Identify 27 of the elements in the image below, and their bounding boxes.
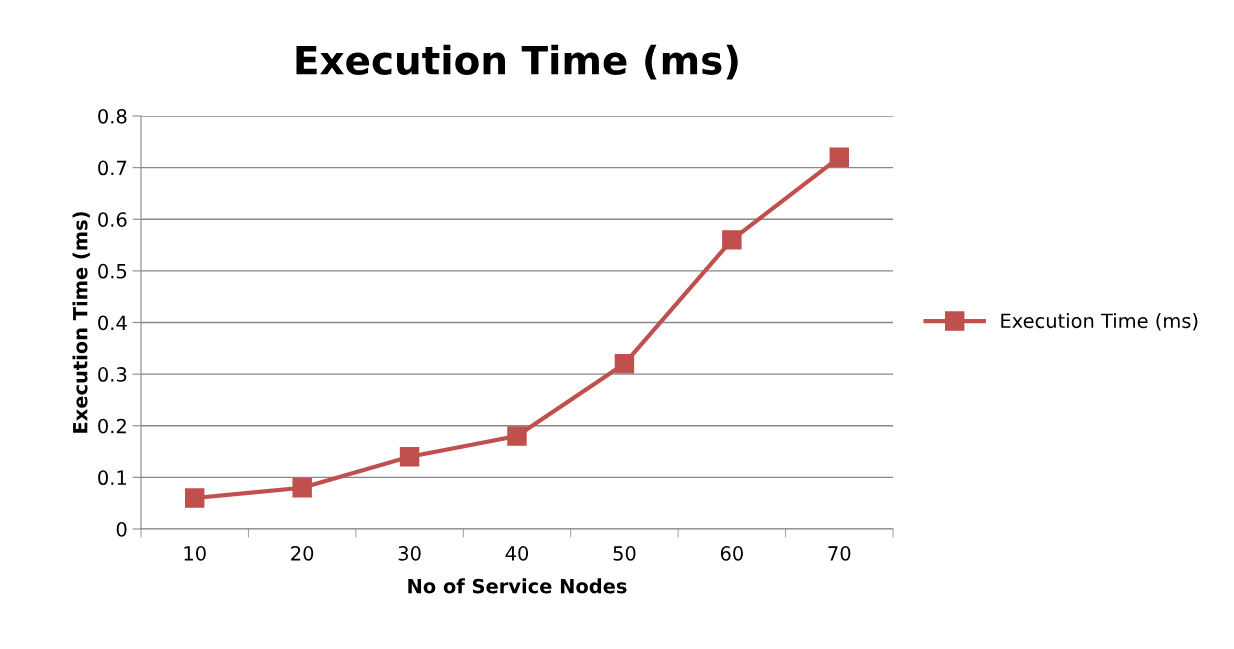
chart-title: Execution Time (ms) [296, 44, 738, 80]
y-tick-label: 0.4 [98, 315, 127, 331]
y-tick-label: 0.8 [98, 108, 127, 124]
point [399, 447, 420, 467]
x-tick-label: 50 [613, 546, 636, 561]
point [184, 488, 205, 508]
point [614, 354, 635, 374]
x-tick-label: 70 [828, 546, 851, 561]
legend-label: Execution Time (ms) [1001, 313, 1198, 331]
x-tick-label: 40 [505, 546, 529, 561]
y-tick-label: 0.6 [98, 212, 127, 227]
y-axis-title: Execution Time (ms) [72, 212, 90, 433]
y-tick-label: 0.7 [98, 160, 127, 176]
x-tick-label: 10 [184, 546, 206, 561]
y-tick-label: 0.1 [98, 470, 127, 486]
point [292, 477, 312, 498]
x-axis-title: No of Service Nodes [408, 578, 627, 594]
y-tick-label: 0.5 [98, 263, 127, 279]
point [722, 230, 742, 250]
y-tick-label: 0.2 [98, 418, 126, 434]
y-tick-label: 0.3 [98, 367, 127, 382]
x-tick-label: 20 [291, 546, 314, 561]
x-tick-label: 30 [398, 546, 421, 561]
point [829, 147, 850, 168]
point [507, 426, 527, 446]
y-tick-label: 0 [116, 521, 127, 537]
x-tick-label: 60 [720, 546, 743, 561]
